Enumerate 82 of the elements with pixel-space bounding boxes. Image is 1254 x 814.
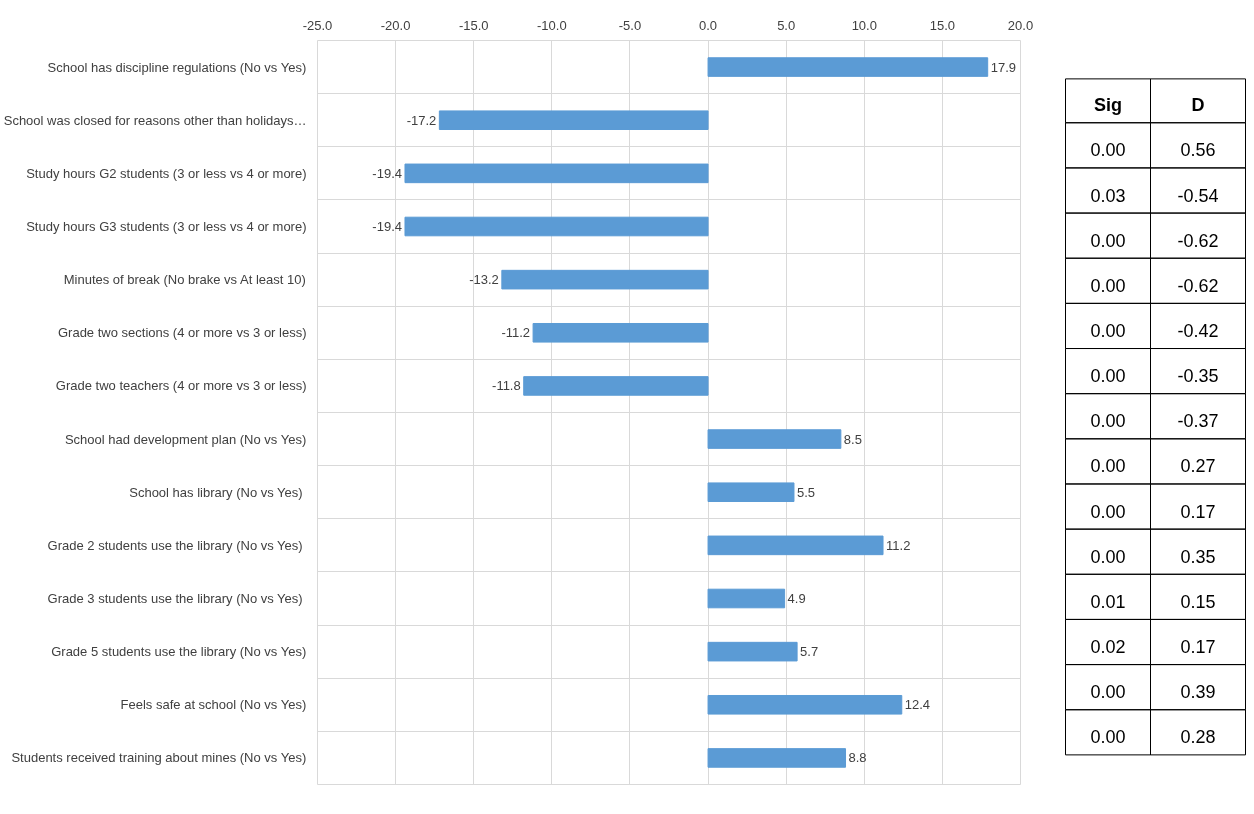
bar (707, 57, 989, 77)
y-tick-label: Study hours G2 students (3 or less vs 4 or more) (26, 165, 307, 181)
x-tick-label: 5.0 (777, 17, 796, 33)
text: -0.62 (1177, 275, 1219, 296)
text: 0.00 (1090, 230, 1126, 251)
x-tick-label: 0.0 (699, 17, 718, 33)
x-tick-label: 10.0 (851, 17, 877, 33)
y-tick-label: Minutes of break (No brake vs At least 10) (63, 272, 306, 288)
text: -0.54 (1177, 185, 1219, 206)
y-tick-label: Grade 2 students use the library (No vs Yes) (47, 537, 303, 553)
y-tick-label: Feels safe at school (No vs Yes) (120, 697, 307, 713)
text: D (1191, 95, 1205, 116)
text: 0.17 (1180, 637, 1216, 658)
x-tick-label: 15.0 (929, 17, 956, 33)
text: 0.39 (1180, 682, 1216, 703)
text: -0.35 (1177, 366, 1219, 387)
bar (707, 535, 884, 556)
data-label: -17.2 (406, 112, 437, 128)
y-tick-label: Grade 3 students use the library (No vs Yes) (47, 591, 303, 606)
text: 0.00 (1090, 366, 1126, 387)
y-tick-label: Grade two sections (4 or more vs 3 or less) (57, 325, 307, 341)
text: 0.00 (1090, 275, 1126, 296)
bar (707, 694, 903, 715)
bar (501, 269, 709, 290)
x-tick-label: -20.0 (380, 17, 411, 33)
text: 0.01 (1090, 591, 1126, 612)
bar (438, 110, 709, 131)
text: 0.00 (1090, 501, 1126, 522)
data-label: 17.9 (990, 59, 1017, 75)
data-label: 11.2 (886, 537, 911, 553)
data-label: -13.2 (469, 272, 499, 288)
data-label: 8.5 (843, 431, 862, 447)
data-label: 5.7 (800, 644, 819, 660)
text: 0.00 (1090, 456, 1126, 477)
y-tick-label: School was closed for reasons other than holidays… (3, 112, 307, 128)
y-tick-label: Grade 5 students use the library (No vs Yes) (51, 644, 307, 660)
text: 0.00 (1090, 411, 1126, 432)
text: 0.00 (1090, 321, 1126, 342)
bar (523, 376, 709, 396)
y-tick-label: Grade two teachers (4 or more vs 3 or less) (55, 378, 307, 394)
bar (707, 429, 842, 449)
text: 0.17 (1180, 501, 1216, 522)
text: -0.62 (1177, 230, 1219, 251)
y-tick-label: School has library (No vs Yes) (129, 484, 303, 500)
text: Sig (1094, 95, 1123, 116)
x-tick-label: -5.0 (618, 17, 642, 33)
text: 0.02 (1090, 637, 1126, 658)
data-label: 12.4 (904, 697, 931, 713)
x-tick-label: -25.0 (302, 17, 333, 33)
x-tick-label: -10.0 (537, 17, 567, 33)
y-tick-label: Study hours G3 students (3 or less vs 4 or more) (26, 219, 307, 234)
data-label: 4.9 (787, 591, 806, 606)
data-label: -19.4 (372, 165, 402, 181)
x-tick-label: -15.0 (458, 17, 489, 33)
text: 0.00 (1090, 546, 1126, 567)
text: 0.35 (1180, 546, 1216, 567)
text: 0.56 (1180, 140, 1216, 161)
text: 0.00 (1090, 140, 1126, 161)
bar (707, 482, 795, 503)
bar (707, 588, 786, 609)
text: 0.27 (1180, 456, 1216, 477)
text: -0.37 (1177, 411, 1219, 432)
bar (404, 216, 709, 237)
y-tick-label: Students received training about mines (No vs Yes) (11, 750, 307, 766)
text: 0.28 (1180, 727, 1216, 748)
y-tick-label: School had development plan (No vs Yes) (64, 431, 307, 447)
text: 0.00 (1090, 727, 1126, 748)
text: 0.15 (1180, 591, 1216, 612)
data-label: 8.8 (848, 750, 867, 766)
data-label: -11.2 (501, 325, 531, 341)
y-tick-label: School has discipline regulations (No vs Yes) (47, 59, 307, 75)
bar (532, 322, 709, 343)
data-label: 5.5 (796, 484, 816, 500)
bar (707, 748, 847, 768)
data-label: -11.8 (492, 378, 521, 394)
text: -0.42 (1177, 321, 1219, 342)
text: 0.03 (1090, 185, 1126, 206)
bar (707, 641, 798, 662)
x-tick-label: 20.0 (1007, 17, 1034, 33)
data-label: -19.4 (372, 219, 402, 234)
text: 0.00 (1090, 682, 1126, 703)
bar (404, 163, 709, 184)
